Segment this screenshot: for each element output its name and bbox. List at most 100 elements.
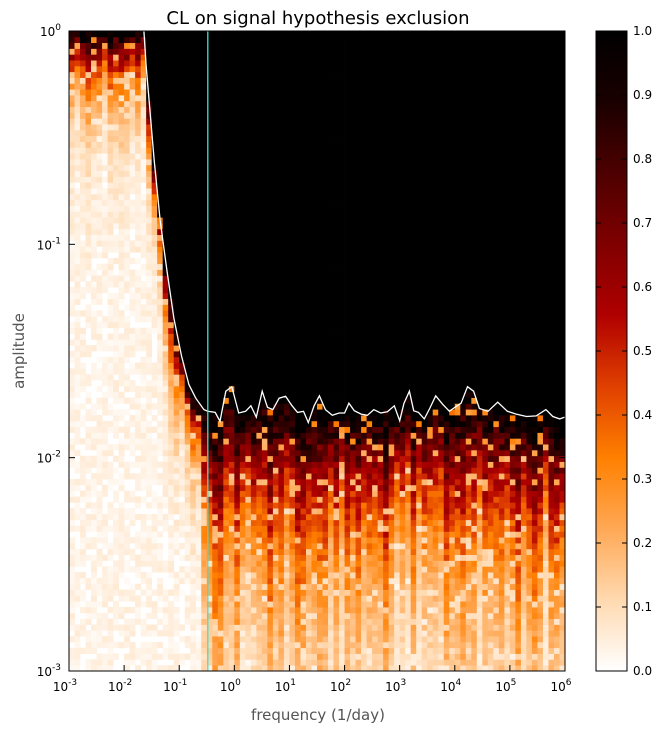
heatmap-cell xyxy=(305,461,312,468)
heatmap-cell xyxy=(201,223,208,230)
heatmap-cell xyxy=(206,246,213,253)
heatmap-cell xyxy=(190,537,197,544)
heatmap-cell xyxy=(289,234,296,241)
heatmap-cell xyxy=(239,316,246,323)
heatmap-cell xyxy=(217,321,224,329)
heatmap-cell xyxy=(283,275,290,282)
heatmap-cell xyxy=(118,228,125,236)
heatmap-cell xyxy=(294,653,301,660)
heatmap-cell xyxy=(184,653,191,660)
heatmap-cell xyxy=(173,124,180,131)
heatmap-cell xyxy=(102,71,108,78)
heatmap-cell xyxy=(102,473,108,480)
heatmap-cell xyxy=(140,246,147,253)
heatmap-cell xyxy=(278,71,285,78)
heatmap-cell xyxy=(294,385,301,393)
heatmap-cell xyxy=(184,147,191,154)
heatmap-cell xyxy=(135,397,142,404)
heatmap-cell xyxy=(85,525,92,532)
heatmap-cell xyxy=(272,65,279,73)
heatmap-cell xyxy=(300,572,307,579)
heatmap-cell xyxy=(102,48,108,55)
heatmap-cell xyxy=(206,479,213,486)
heatmap-cell xyxy=(124,385,131,393)
heatmap-cell xyxy=(289,665,296,671)
heatmap-cell xyxy=(74,54,81,61)
heatmap-cell xyxy=(157,595,164,602)
heatmap-cell xyxy=(107,83,114,90)
heatmap-cell xyxy=(278,467,285,474)
heatmap-cell xyxy=(278,124,285,131)
heatmap-cell xyxy=(168,153,175,160)
heatmap-cell xyxy=(85,199,92,206)
heatmap-cell xyxy=(289,263,296,270)
heatmap-cell xyxy=(113,391,119,398)
heatmap-cell xyxy=(311,583,318,590)
heatmap-cell xyxy=(190,380,197,387)
heatmap-cell xyxy=(96,420,103,428)
heatmap-cell xyxy=(272,444,279,451)
heatmap-cell xyxy=(228,583,235,590)
heatmap-cell xyxy=(184,397,191,404)
heatmap-cell xyxy=(305,153,312,160)
heatmap-cell xyxy=(239,665,246,671)
heatmap-cell xyxy=(250,432,257,439)
heatmap-cell xyxy=(124,397,131,404)
heatmap-cell xyxy=(96,426,103,433)
heatmap-cell xyxy=(113,339,119,346)
heatmap-cell xyxy=(234,490,241,497)
heatmap-cell xyxy=(311,391,318,398)
heatmap-cell xyxy=(129,449,136,457)
heatmap-cell xyxy=(333,484,340,492)
heatmap-cell xyxy=(107,374,114,381)
heatmap-cell xyxy=(85,205,92,212)
heatmap-cell xyxy=(328,77,334,84)
heatmap-cell xyxy=(80,42,86,49)
heatmap-cell xyxy=(256,31,263,38)
heatmap-cell xyxy=(223,77,230,84)
heatmap-cell xyxy=(102,641,108,649)
heatmap-cell xyxy=(146,665,153,671)
heatmap-cell xyxy=(261,566,268,573)
heatmap-cell xyxy=(184,263,191,270)
heatmap-cell xyxy=(168,525,175,532)
heatmap-cell xyxy=(305,135,312,142)
heatmap-cell xyxy=(74,409,81,416)
heatmap-cell xyxy=(228,100,235,108)
heatmap-cell xyxy=(278,292,285,300)
heatmap-cell xyxy=(300,31,307,38)
heatmap-cell xyxy=(239,601,246,608)
heatmap-cell xyxy=(212,83,219,90)
heatmap-cell xyxy=(190,607,197,614)
heatmap-cell xyxy=(328,612,334,620)
heatmap-cell xyxy=(245,362,252,369)
heatmap-cell xyxy=(168,199,175,206)
heatmap-cell xyxy=(146,217,153,224)
heatmap-cell xyxy=(333,554,340,561)
heatmap-cell xyxy=(283,624,290,631)
heatmap-cell xyxy=(190,630,197,637)
heatmap-cell xyxy=(317,479,323,486)
heatmap-cell xyxy=(239,420,246,428)
heatmap-cell xyxy=(305,537,312,544)
heatmap-cell xyxy=(195,292,202,300)
heatmap-cell xyxy=(74,228,81,236)
heatmap-cell xyxy=(283,234,290,241)
heatmap-cell xyxy=(283,566,290,573)
heatmap-cell xyxy=(278,281,285,288)
heatmap-cell xyxy=(267,630,274,637)
heatmap-cell xyxy=(328,473,334,480)
heatmap-cell xyxy=(162,490,169,497)
heatmap-cell xyxy=(272,205,279,212)
heatmap-cell xyxy=(234,461,241,468)
heatmap-cell xyxy=(118,141,125,148)
heatmap-cell xyxy=(267,473,274,480)
heatmap-cell xyxy=(300,665,307,671)
heatmap-cell xyxy=(272,217,279,224)
heatmap-cell xyxy=(162,95,169,102)
heatmap-cell xyxy=(267,135,274,142)
heatmap-cell xyxy=(195,537,202,544)
heatmap-cell xyxy=(96,508,103,515)
heatmap-cell xyxy=(85,537,92,544)
heatmap-cell xyxy=(228,513,235,521)
